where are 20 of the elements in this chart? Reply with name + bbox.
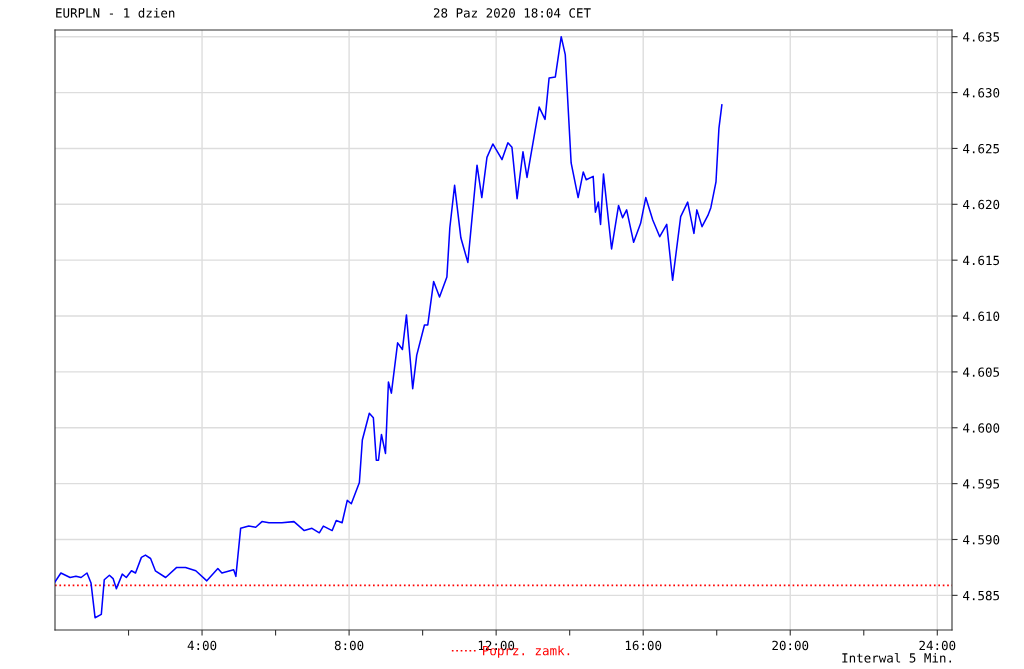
y-tick-label: 4.605 (963, 367, 1000, 377)
x-tick-label: 8:00 (334, 640, 364, 651)
y-tick-label: 4.610 (963, 311, 1000, 321)
x-tick-label: 20:00 (772, 640, 809, 651)
x-tick-label: 4:00 (187, 640, 217, 651)
y-tick-label: 4.615 (963, 255, 1000, 266)
y-tick-label: 4.590 (963, 535, 1000, 545)
y-tick-label: 4.620 (963, 199, 1000, 210)
y-tick-label: 4.635 (963, 32, 1000, 42)
text: Interwal 5 Min. (842, 652, 951, 663)
line-series (55, 35, 723, 619)
y-tick-label: 4.600 (963, 423, 1000, 433)
chart-subtitle: 28 Paz 2020 18:04 CET (433, 8, 591, 18)
y-tick-label: 4.595 (963, 479, 1000, 489)
y-tick-label: 4.630 (963, 88, 1000, 98)
y-tick-label: 4.585 (963, 590, 1000, 601)
chart-title: EURPLN - 1 dzien (56, 7, 175, 18)
x-tick-label: 24:00 (919, 640, 956, 651)
y-tick-label: 4.625 (963, 143, 1000, 154)
x-tick-label: 16:00 (625, 640, 662, 651)
